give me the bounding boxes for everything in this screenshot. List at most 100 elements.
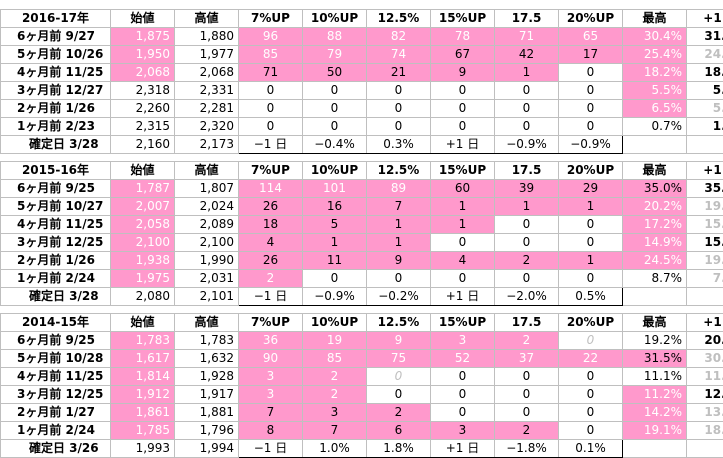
cell-up15: 0 [431, 368, 495, 386]
column-header: 20%UP [559, 162, 623, 180]
cell-up15: 1 [431, 216, 495, 234]
cell-open: 1,617 [111, 350, 175, 368]
cell-up17-5: −0.9% [495, 136, 559, 154]
cell-high: 2,320 [175, 118, 239, 136]
cell-up12-5: 7 [367, 198, 431, 216]
column-header: 始値 [111, 162, 175, 180]
cell-up17-5: 2 [495, 332, 559, 350]
cell-up7: 8 [239, 422, 303, 440]
block-title: 2015-16年 [1, 162, 111, 180]
block-title: 2016-17年 [1, 10, 111, 28]
column-header: 10%UP [303, 162, 367, 180]
row-label: 2ヶ月前 1/26 [1, 100, 111, 118]
row-label: 1ヶ月前 2/23 [1, 118, 111, 136]
cell-high: 1,807 [175, 180, 239, 198]
cell-up12-5: 6 [367, 422, 431, 440]
cell-up10: 1 [303, 234, 367, 252]
cell-up17-5: 2 [495, 252, 559, 270]
column-header: +1日 [687, 314, 723, 332]
row-label: 確定日 3/28 [1, 136, 111, 154]
cell-open: 2,100 [111, 234, 175, 252]
cell-next: 5.7% [687, 100, 723, 118]
cell-up17-5: 0 [495, 100, 559, 118]
cell-up15: 52 [431, 350, 495, 368]
cell-up10: −0.9% [303, 288, 367, 306]
cell-up15: 3 [431, 332, 495, 350]
column-header: 高値 [175, 10, 239, 28]
cell-high: 2,331 [175, 82, 239, 100]
row-label: 4ヶ月前 11/25 [1, 368, 111, 386]
column-header: 15%UP [431, 314, 495, 332]
cell-open: 1,787 [111, 180, 175, 198]
cell-open: 2,315 [111, 118, 175, 136]
column-header: 始値 [111, 10, 175, 28]
cell-max: 11.2% [623, 386, 687, 404]
column-header: 10%UP [303, 314, 367, 332]
row-label: 1ヶ月前 2/24 [1, 270, 111, 288]
cell-max: 31.5% [623, 350, 687, 368]
cell-open: 1,785 [111, 422, 175, 440]
cell-max: 17.2% [623, 216, 687, 234]
cell-up7: 18 [239, 216, 303, 234]
block-title: 2014-15年 [1, 314, 111, 332]
cell-up15: 78 [431, 28, 495, 46]
cell-open: 2,160 [111, 136, 175, 154]
empty-cell [623, 288, 687, 306]
row-label: 6ヶ月前 9/27 [1, 28, 111, 46]
row-label: 6ヶ月前 9/25 [1, 332, 111, 350]
cell-next: 18.3% [687, 422, 723, 440]
cell-up10: 85 [303, 350, 367, 368]
cell-up17-5: 1 [495, 198, 559, 216]
column-header: 最高 [623, 314, 687, 332]
cell-up10: 88 [303, 28, 367, 46]
cell-max: 18.2% [623, 64, 687, 82]
column-header: 15%UP [431, 162, 495, 180]
cell-open: 2,007 [111, 198, 175, 216]
cell-open: 1,912 [111, 386, 175, 404]
cell-max: 8.7% [623, 270, 687, 288]
column-header: 12.5% [367, 314, 431, 332]
column-header: 15%UP [431, 10, 495, 28]
row-label: 5ヶ月前 10/26 [1, 46, 111, 64]
row-label: 5ヶ月前 10/28 [1, 350, 111, 368]
column-header: 17.5 [495, 10, 559, 28]
cell-up12-5: −0.2% [367, 288, 431, 306]
cell-up15: 3 [431, 422, 495, 440]
cell-up15: 60 [431, 180, 495, 198]
cell-max: 14.2% [623, 404, 687, 422]
cell-up10: 11 [303, 252, 367, 270]
column-header: 高値 [175, 314, 239, 332]
column-header: 10%UP [303, 10, 367, 28]
cell-up20: −0.9% [559, 136, 623, 154]
table-row: 5ヶ月前 10/281,6171,63290857552372231.5%30.… [1, 350, 723, 368]
cell-up20: 0 [559, 82, 623, 100]
cell-up15: +1 日 [431, 136, 495, 154]
cell-max: 30.4% [623, 28, 687, 46]
cell-up12-5: 1.8% [367, 440, 431, 458]
cell-up15: 67 [431, 46, 495, 64]
cell-up17-5: 71 [495, 28, 559, 46]
cell-up20: 0 [559, 118, 623, 136]
row-label: 2ヶ月前 1/27 [1, 404, 111, 422]
cell-high: 1,994 [175, 440, 239, 458]
cell-up7: 0 [239, 100, 303, 118]
cell-up20: 0.1% [559, 440, 623, 458]
cell-up20: 29 [559, 180, 623, 198]
cell-up10: 5 [303, 216, 367, 234]
cell-open: 1,861 [111, 404, 175, 422]
cell-next: 13.2% [687, 404, 723, 422]
cell-up17-5: 0 [495, 386, 559, 404]
column-header: +1日 [687, 10, 723, 28]
